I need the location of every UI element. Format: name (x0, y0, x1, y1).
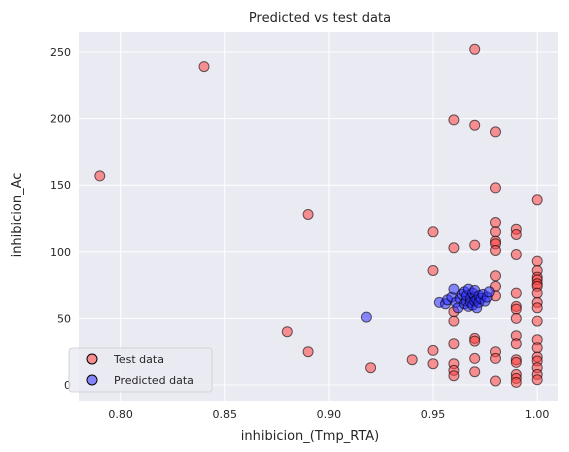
test-data-point (469, 352, 481, 364)
y-tick-label: 200 (50, 113, 71, 126)
test-data-point (531, 315, 543, 327)
test-data-point (448, 315, 460, 327)
test-data-point (427, 344, 439, 356)
x-tick-label: 0.95 (421, 408, 446, 421)
test-data-point (448, 242, 460, 254)
y-tick-label: 250 (50, 46, 71, 59)
test-data-point (469, 335, 481, 347)
x-axis-ticks: 0.80 0.85 0.90 0.95 1.00 (108, 408, 549, 421)
y-tick-label: 50 (57, 312, 71, 325)
y-axis-label: inhibicion_Ac (10, 173, 25, 258)
test-data-point (281, 326, 293, 338)
test-data-point (510, 287, 522, 299)
test-data-point (490, 226, 501, 238)
test-data-point (448, 338, 460, 350)
test-data-point (365, 362, 377, 374)
predicted-data-point (360, 311, 372, 323)
y-tick-label: 0 (64, 379, 71, 392)
y-tick-label: 150 (50, 179, 71, 192)
test-data-point (469, 366, 481, 378)
x-tick-label: 0.85 (213, 408, 238, 421)
data-points (94, 43, 543, 388)
x-tick-label: 1.00 (525, 408, 550, 421)
test-data-point (510, 229, 522, 240)
test-data-point (490, 352, 501, 364)
test-data-point (94, 170, 106, 182)
test-data-point (490, 245, 501, 256)
test-data-point (510, 312, 522, 324)
test-data-point (531, 287, 543, 299)
legend-box (68, 347, 213, 393)
test-data-point (427, 265, 439, 276)
test-data-point (490, 375, 501, 387)
legend-label-test: Test data (113, 353, 164, 366)
test-data-point (469, 239, 481, 251)
test-data-series (94, 43, 543, 388)
test-data-point (302, 346, 314, 358)
predicted-data-point (483, 286, 495, 298)
test-data-point (510, 249, 522, 260)
test-data-point (531, 342, 543, 354)
x-axis-label: inhibicion_(Tmp_RTA) (241, 429, 379, 444)
test-data-point (448, 114, 460, 126)
legend: Test data Predicted data (68, 347, 213, 393)
test-data-point (198, 61, 210, 73)
test-data-point (448, 370, 460, 382)
test-data-point (510, 376, 522, 388)
predicted-data-point (448, 283, 460, 295)
test-data-point (427, 226, 439, 238)
test-data-point (531, 302, 543, 314)
plot-area (79, 32, 558, 401)
y-axis-ticks: 0 50 100 150 200 250 (50, 46, 71, 392)
test-data-point (531, 255, 543, 267)
test-data-point (302, 209, 314, 220)
test-data-point (490, 182, 501, 194)
test-data-point (510, 303, 522, 315)
x-tick-label: 0.90 (317, 408, 342, 421)
test-data-point (406, 354, 418, 366)
chart-title: Predicted vs test data (249, 11, 391, 26)
legend-marker-predicted (86, 374, 98, 386)
test-data-point (490, 270, 501, 282)
test-data-point (469, 43, 481, 55)
test-data-point (469, 119, 481, 131)
predicted-data-series (360, 283, 495, 323)
x-tick-label: 0.80 (108, 408, 133, 421)
test-data-point (510, 356, 522, 368)
test-data-point (427, 358, 439, 370)
test-data-point (531, 374, 543, 386)
test-data-point (510, 338, 522, 350)
legend-label-predicted: Predicted data (114, 374, 194, 387)
y-tick-label: 100 (50, 246, 71, 259)
test-data-point (531, 194, 543, 206)
test-data-point (490, 217, 501, 228)
legend-marker-test (86, 353, 98, 365)
test-data-point (490, 126, 501, 138)
